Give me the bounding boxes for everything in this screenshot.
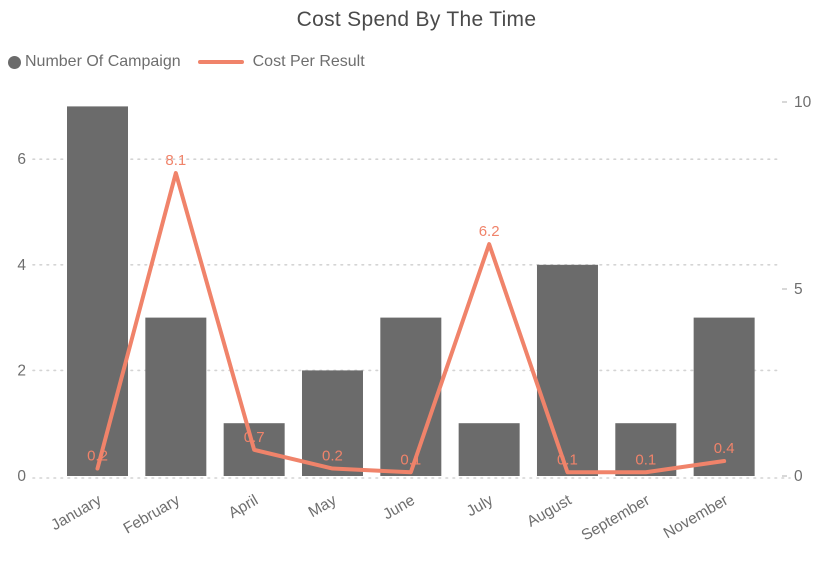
data-label-april: 0.7 <box>244 429 265 446</box>
x-axis-label-may: May <box>306 492 340 521</box>
data-label-september: 0.1 <box>635 451 656 468</box>
x-axis-label-september: September <box>579 492 653 545</box>
legend: Number Of Campaign Cost Per Result <box>8 53 365 71</box>
data-label-may: 0.2 <box>322 448 343 465</box>
bar-january[interactable] <box>67 106 128 477</box>
x-axis-label-november: November <box>661 492 731 542</box>
line-series-marker-icon <box>197 60 244 64</box>
chart-title: Cost Spend By The Time <box>296 8 537 31</box>
y-axis-right-label-0: 0 <box>794 468 803 485</box>
bar-june[interactable] <box>380 317 442 476</box>
x-axis-label-april: April <box>226 492 261 522</box>
legend-label-number-of-campaign: Number Of Campaign <box>25 53 181 70</box>
y-axis-left-label-6: 6 <box>17 151 26 168</box>
x-axis-label-july: July <box>464 492 497 521</box>
y-axis-left-label-2: 2 <box>17 362 26 379</box>
data-label-july: 6.2 <box>479 223 500 240</box>
data-label-february: 8.1 <box>165 152 186 169</box>
bar-september[interactable] <box>615 423 677 476</box>
bar-july[interactable] <box>458 423 520 476</box>
data-label-june: 0.1 <box>400 451 421 468</box>
data-label-november: 0.4 <box>714 440 735 457</box>
y-axis-left-label-4: 4 <box>17 257 26 274</box>
y-axis-right-label-10: 10 <box>794 94 812 111</box>
legend-label-cost-per-result: Cost Per Result <box>252 53 365 70</box>
x-axis-label-august: August <box>524 491 575 530</box>
x-axis-label-june: June <box>380 492 418 524</box>
bar-series-marker-icon <box>8 55 21 69</box>
data-label-august: 0.1 <box>557 451 578 468</box>
bar-may[interactable] <box>301 370 363 476</box>
bar-february[interactable] <box>145 317 207 476</box>
y-axis-left-label-0: 0 <box>17 468 26 485</box>
bar-november[interactable] <box>693 317 755 476</box>
y-axis-right-label-5: 5 <box>794 281 803 298</box>
legend-item-number-of-campaign[interactable]: Number Of Campaign <box>8 53 181 71</box>
legend-item-cost-per-result[interactable]: Cost Per Result <box>197 53 365 71</box>
bar-august[interactable] <box>536 264 598 476</box>
cost-per-result-line[interactable] <box>95 171 727 475</box>
data-label-january: 0.2 <box>87 448 108 465</box>
x-axis-label-february: February <box>121 492 183 538</box>
x-axis-label-january: January <box>48 492 104 534</box>
